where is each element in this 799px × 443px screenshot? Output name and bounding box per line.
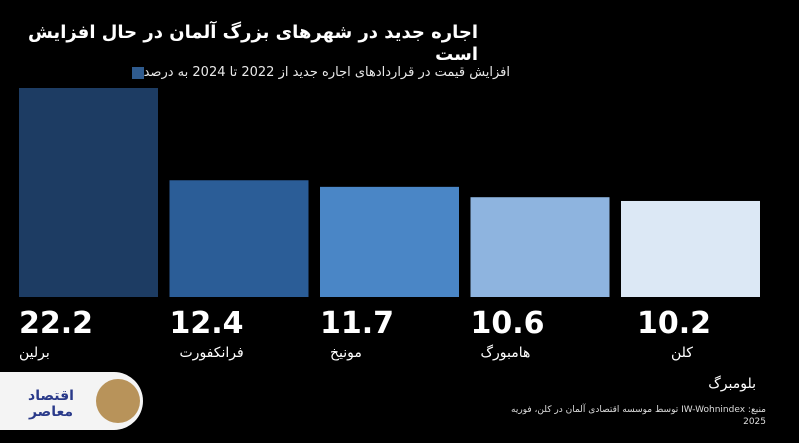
chart-title: اجاره جدید در شهرهای بزرگ آلمان در حال ا… <box>27 22 478 65</box>
bar-0 <box>19 88 158 297</box>
category-label: هامبورگ <box>480 345 531 361</box>
logo-text: اقتصاد معاصر <box>28 388 74 420</box>
value-label: 10.2 <box>637 306 712 341</box>
legend-swatch <box>131 66 144 79</box>
category-label: برلین <box>19 345 50 361</box>
logo-emblem-icon <box>96 379 140 423</box>
bar-4 <box>621 200 760 297</box>
value-label: 10.6 <box>470 306 545 341</box>
value-label: 12.4 <box>169 306 244 341</box>
bar-2 <box>320 186 459 297</box>
bar-3 <box>470 197 610 297</box>
category-label: فرانکفورت <box>179 345 244 361</box>
category-label: کلن <box>671 345 693 361</box>
logo: اقتصاد معاصر <box>0 372 143 430</box>
category-label: مونیخ <box>330 345 362 361</box>
value-label: 11.7 <box>320 306 395 341</box>
value-label: 22.2 <box>19 306 94 341</box>
legend-label: افزایش قیمت در قراردادهای اجاره جدید از … <box>143 65 510 80</box>
source-note: منبع: IW-Wohnindex توسط موسسه اقتصادی آل… <box>511 405 766 427</box>
brand-label: بلومبرگ <box>708 376 756 392</box>
bar-1 <box>169 180 309 297</box>
legend: افزایش قیمت در قراردادهای اجاره جدید از … <box>16 64 510 81</box>
bar-chart <box>19 88 760 297</box>
